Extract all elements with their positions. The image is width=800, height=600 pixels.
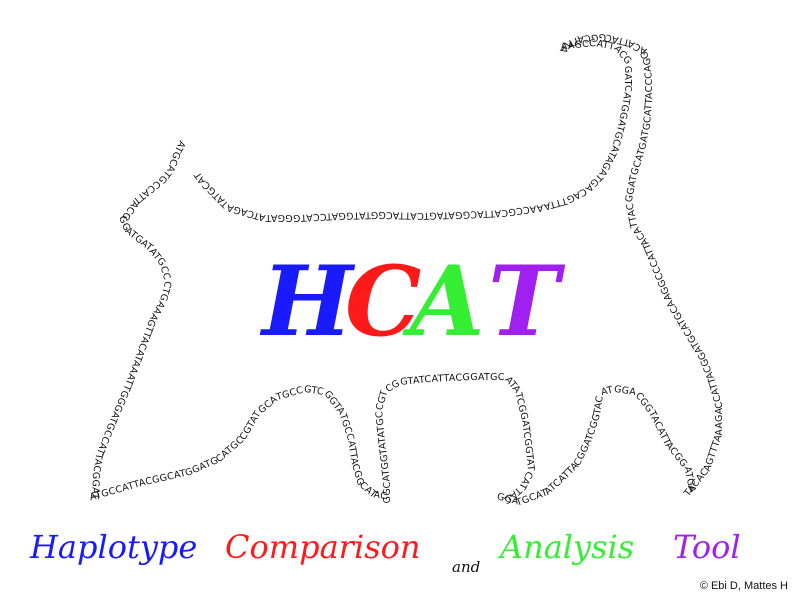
tagline: Haplotype Comparison and Analysis Tool	[29, 528, 741, 576]
tagline-and: and	[452, 558, 480, 576]
tagline-tool: Tool	[673, 528, 741, 566]
logo-letter-h: H	[259, 245, 356, 358]
tagline-haplotype: Haplotype	[29, 528, 197, 566]
hcat-logo: H C A T	[259, 245, 566, 358]
copyright-notice: © Ebi D, Mattes H	[700, 580, 788, 592]
logo-letter-a: A	[402, 245, 484, 358]
tagline-analysis: Analysis	[497, 528, 634, 566]
tagline-comparison: Comparison	[225, 528, 420, 566]
logo-letter-t: T	[488, 245, 566, 358]
